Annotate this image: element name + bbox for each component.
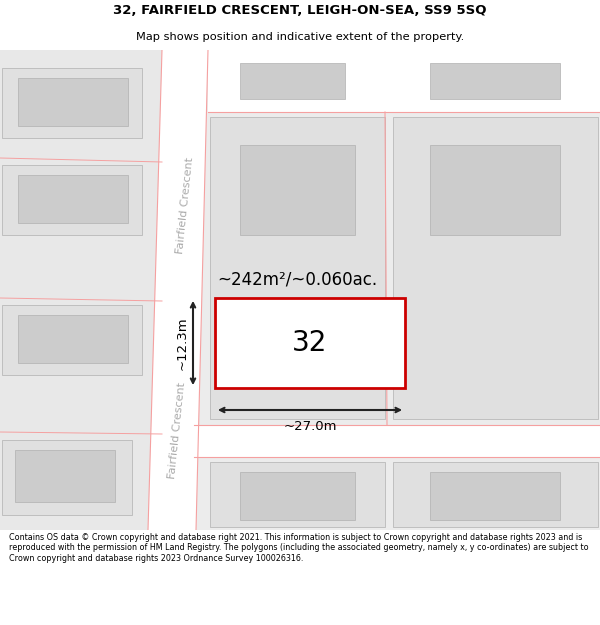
Bar — [210, 117, 385, 419]
Text: ~242m²/~0.060ac.: ~242m²/~0.060ac. — [217, 271, 377, 289]
Text: Fairfield Crescent: Fairfield Crescent — [167, 381, 187, 479]
Bar — [18, 315, 128, 363]
Bar — [208, 50, 600, 112]
Bar — [430, 63, 560, 99]
Bar — [240, 63, 345, 99]
Bar — [393, 117, 598, 419]
Bar — [430, 145, 560, 235]
Bar — [2, 305, 142, 375]
Bar — [15, 450, 115, 502]
Bar — [18, 175, 128, 223]
Bar — [215, 298, 405, 388]
Text: ~12.3m: ~12.3m — [176, 316, 189, 370]
Bar — [2, 165, 142, 235]
Text: Fairfield Crescent: Fairfield Crescent — [175, 156, 195, 254]
Text: 32, FAIRFIELD CRESCENT, LEIGH-ON-SEA, SS9 5SQ: 32, FAIRFIELD CRESCENT, LEIGH-ON-SEA, SS… — [113, 4, 487, 18]
Bar — [393, 462, 598, 527]
Bar — [2, 440, 132, 515]
Bar — [2, 68, 142, 138]
Bar — [430, 472, 560, 520]
Bar — [18, 78, 128, 126]
Text: ~27.0m: ~27.0m — [283, 420, 337, 433]
Polygon shape — [148, 50, 208, 530]
Bar — [240, 472, 355, 520]
Bar — [240, 145, 355, 235]
Bar — [0, 50, 162, 530]
Bar — [194, 425, 600, 457]
Bar — [210, 462, 385, 527]
Text: Map shows position and indicative extent of the property.: Map shows position and indicative extent… — [136, 32, 464, 43]
Bar — [215, 55, 370, 107]
Text: Contains OS data © Crown copyright and database right 2021. This information is : Contains OS data © Crown copyright and d… — [9, 533, 589, 562]
Bar — [395, 55, 595, 107]
Text: 32: 32 — [292, 329, 328, 357]
